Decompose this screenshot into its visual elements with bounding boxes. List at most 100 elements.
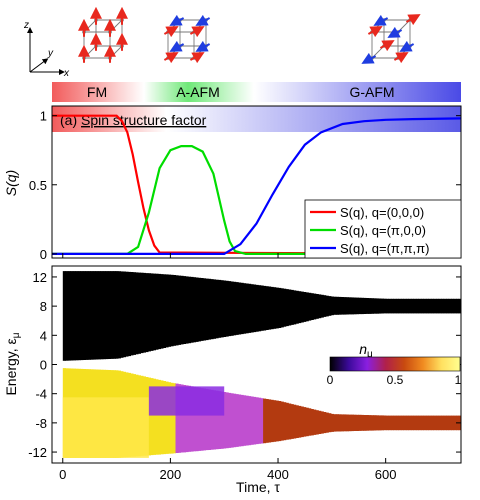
band-segment: [383, 415, 387, 431]
band-segment: [403, 415, 407, 431]
band-segment: [185, 385, 189, 453]
band-segment: [360, 414, 364, 431]
bottom-x-tick-label-2: 400: [267, 467, 289, 482]
band-segment: [258, 397, 262, 444]
top-panel-title: (a) Spin structure factor: [60, 112, 207, 128]
band-segment: [398, 298, 402, 314]
band-segment: [410, 298, 414, 314]
band-segment: [235, 394, 239, 447]
phase-aafm: [144, 82, 254, 102]
band-segment: [97, 271, 101, 360]
band-segment: [395, 415, 399, 431]
band-segment: [405, 298, 409, 314]
band-segment: [408, 298, 412, 314]
band-segment: [150, 378, 154, 456]
top-plot-frame: [51, 105, 462, 259]
band-segment: [230, 393, 234, 448]
band-segment: [443, 298, 447, 314]
top-y-axis-label: S(q): [3, 170, 19, 196]
band-segment: [228, 392, 232, 448]
band-segment: [92, 271, 96, 360]
band-segment: [173, 275, 177, 346]
band-segment: [140, 272, 144, 354]
bottom-panel: -12 -8 -4 0 4 8 12 0 200 400 600 Energy, εμ Time,…: [3, 265, 462, 495]
band-segment: [393, 298, 397, 314]
band-segment: [345, 297, 349, 315]
band-segment: [248, 396, 252, 446]
band-segment: [370, 298, 374, 314]
bottom-y-tick-label-2: -4: [35, 387, 47, 402]
band-segment: [290, 289, 294, 325]
band-segment: [228, 281, 232, 337]
band-segment: [220, 280, 224, 338]
band-segment: [358, 297, 362, 315]
band-segment: [430, 415, 434, 431]
band-segment: [240, 394, 244, 447]
axis-z-label: z: [23, 20, 29, 31]
band-segment: [278, 401, 282, 442]
band-segment: [285, 289, 289, 327]
band-segment: [375, 415, 379, 431]
band-segment: [328, 413, 332, 433]
band-segment: [446, 415, 450, 431]
band-segment: [315, 410, 319, 435]
band-segment: [70, 271, 74, 361]
band-segment: [245, 283, 249, 334]
band-segment: [308, 408, 312, 436]
band-segment: [340, 414, 344, 432]
band-segment: [290, 404, 294, 439]
band-segment: [293, 290, 297, 325]
band-segment: [358, 414, 362, 431]
band-segment: [223, 280, 227, 337]
legend-label-1: S(q), q=(π,0,0): [340, 223, 426, 238]
band-segment: [453, 415, 457, 431]
band-segment: [135, 272, 139, 355]
band-segment: [255, 284, 259, 332]
band-segment: [102, 271, 106, 360]
band-segment: [233, 281, 237, 336]
band-segment: [203, 278, 207, 341]
phase-label-fm: FM: [87, 84, 107, 100]
band-segment: [443, 415, 447, 431]
top-y-ticks: 00.51: [29, 109, 461, 262]
band-segment: [405, 415, 409, 431]
band-segment: [308, 292, 312, 321]
band-segment: [183, 385, 187, 453]
band-segment: [430, 298, 434, 314]
band-segment: [310, 293, 314, 320]
band-segment: [258, 285, 262, 332]
band-segment: [193, 386, 197, 452]
spin-arrow: [367, 26, 383, 38]
band-segment: [152, 273, 156, 351]
band-segment: [433, 415, 437, 431]
bottom-y-axis-label: Energy, εμ: [3, 332, 22, 395]
band-segment: [370, 415, 374, 431]
band-segment: [313, 409, 317, 435]
band-segment: [168, 274, 172, 347]
band-segment: [90, 271, 94, 360]
band-segment: [127, 271, 131, 357]
band-segment: [147, 273, 151, 352]
band-segment: [355, 414, 359, 431]
band-segment: [75, 271, 79, 361]
spin-arrow: [169, 14, 185, 26]
band-segment: [208, 278, 212, 340]
band-segment: [410, 415, 414, 431]
spin-arrow: [361, 52, 377, 64]
band-segment: [325, 295, 329, 317]
band-segment: [147, 377, 151, 456]
band-segment: [235, 282, 239, 335]
band-segment: [438, 415, 442, 431]
band-segment: [348, 297, 352, 315]
band-segment: [375, 298, 379, 314]
band-segment: [223, 392, 227, 449]
band-segment: [415, 415, 419, 431]
bottom-x-tick-label-1: 200: [160, 467, 182, 482]
band-segment: [152, 378, 156, 455]
band-segment: [72, 271, 76, 361]
band-segment: [205, 278, 209, 341]
band-segment: [448, 298, 452, 314]
band-segment: [363, 297, 367, 314]
band-segment: [428, 415, 432, 431]
band-segment: [183, 276, 187, 344]
